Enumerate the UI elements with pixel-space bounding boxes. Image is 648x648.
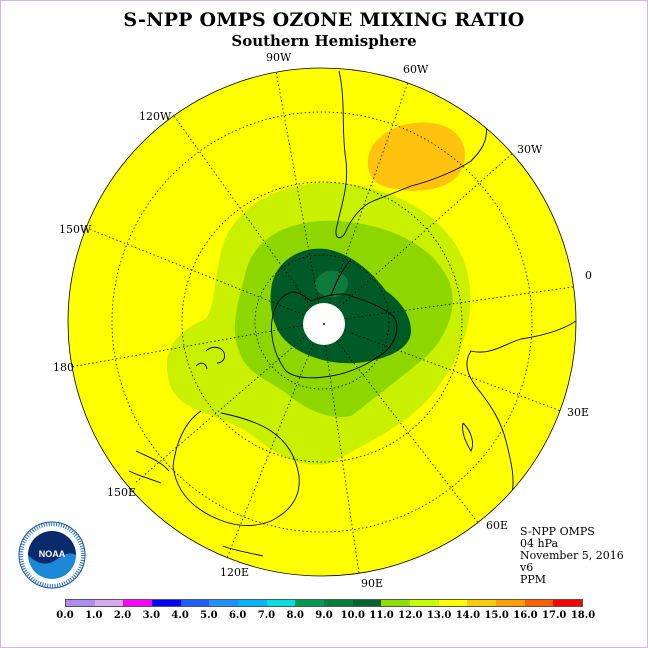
lon-label-180: 180 — [53, 361, 74, 374]
colorbar-tick-label: 16.0 — [513, 610, 538, 621]
colorbar-cell — [324, 600, 353, 606]
colorbar-tick-label: 3.0 — [142, 610, 161, 621]
colorbar-tick-label: 17.0 — [542, 610, 567, 621]
colorbar-tick-label: 7.0 — [257, 610, 276, 621]
colorbar-ticks: 0.0 1.0 2.0 3.0 4.0 5.0 6.0 7.0 8.0 9.0 10.0 11.0 12… — [56, 610, 595, 624]
map-title: S-NPP OMPS OZONE MIXING RATIO — [123, 9, 525, 31]
colorbar-tick-label: 11.0 — [369, 610, 394, 621]
colorbar-cell — [238, 600, 267, 606]
colorbar-cell — [66, 600, 95, 606]
colorbar-tick-label: 9.0 — [315, 610, 333, 621]
colorbar-tick-label: 15.0 — [484, 610, 509, 621]
info-version: v6 — [520, 561, 534, 574]
lon-label-60e: 60E — [486, 519, 509, 532]
lon-label-120e: 120E — [220, 566, 250, 579]
colorbar-tick-label: 2.0 — [113, 610, 132, 621]
noaa-logo: NOAA — [18, 521, 86, 589]
ozone-contour-14 — [367, 122, 466, 191]
colorbar-cell — [94, 600, 124, 606]
lon-label-0: 0 — [585, 269, 592, 282]
noaa-logo-text: NOAA — [39, 549, 66, 559]
colorbar-tick-label: 13.0 — [426, 610, 452, 621]
lon-label-30w: 30W — [517, 143, 543, 156]
lon-label-90e: 90E — [361, 577, 384, 590]
colorbar-tick-label: 5.0 — [200, 610, 218, 621]
coastlines — [128, 70, 576, 557]
colorbar-tick-label: 18.0 — [570, 610, 596, 621]
colorbar-cell — [438, 600, 468, 606]
map-info: S-NPP OMPS 04 hPa November 5, 2016 v6 PP… — [520, 526, 624, 586]
lon-label-90w: 90W — [266, 51, 292, 64]
lon-label-150w: 150W — [59, 223, 92, 236]
colorbar-tick-label: 6.0 — [228, 610, 247, 621]
ozone-contour-9 — [315, 270, 348, 298]
info-units: PPM — [520, 573, 547, 586]
colorbar-cell — [295, 600, 325, 606]
info-level: 04 hPa — [520, 537, 559, 550]
lon-label-30e: 30E — [567, 406, 590, 419]
colorbar-tick-label: 12.0 — [398, 610, 423, 621]
lon-label-120w: 120W — [139, 110, 172, 123]
colorbar-cell — [180, 600, 210, 606]
lon-label-60w: 60W — [403, 63, 429, 76]
graticule — [70, 70, 574, 574]
colorbar-tick-label: 0.0 — [56, 610, 74, 621]
colorbar-cell — [209, 600, 239, 606]
colorbar-tick-label: 4.0 — [171, 610, 189, 621]
colorbar-cell — [123, 600, 153, 606]
colorbar-cell — [352, 600, 382, 606]
info-date: November 5, 2016 — [520, 549, 624, 562]
colorbar-cell — [381, 600, 411, 606]
colorbar-cell — [467, 600, 497, 606]
colorbar — [65, 599, 583, 607]
map-subtitle: Southern Hemisphere — [231, 32, 417, 50]
colorbar-cell — [410, 600, 439, 606]
colorbar-tick-label: 8.0 — [286, 610, 304, 621]
colorbar-cell — [266, 600, 296, 606]
colorbar-tick-label: 1.0 — [85, 610, 103, 621]
colorbar-tick-label: 14.0 — [455, 610, 481, 621]
colorbar-cell — [553, 600, 583, 606]
colorbar-cell — [496, 600, 525, 606]
info-instrument: S-NPP OMPS — [520, 525, 595, 538]
lon-label-150e: 150E — [107, 486, 137, 499]
colorbar-tick-label: 10.0 — [340, 610, 365, 621]
colorbar-cell — [152, 600, 181, 606]
ozone-contour-10 — [270, 248, 411, 364]
colorbar-cell — [524, 600, 554, 606]
